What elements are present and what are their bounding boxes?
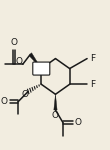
- Text: O: O: [16, 57, 23, 66]
- Text: F: F: [90, 54, 95, 63]
- Text: O: O: [75, 118, 82, 127]
- Text: O: O: [11, 38, 17, 47]
- Text: Abs: Abs: [34, 64, 49, 73]
- Text: O: O: [52, 111, 59, 120]
- Text: O: O: [21, 90, 28, 99]
- FancyBboxPatch shape: [33, 62, 50, 75]
- Polygon shape: [54, 94, 57, 110]
- Text: F: F: [90, 80, 95, 89]
- Polygon shape: [29, 53, 41, 69]
- Text: O: O: [1, 97, 8, 106]
